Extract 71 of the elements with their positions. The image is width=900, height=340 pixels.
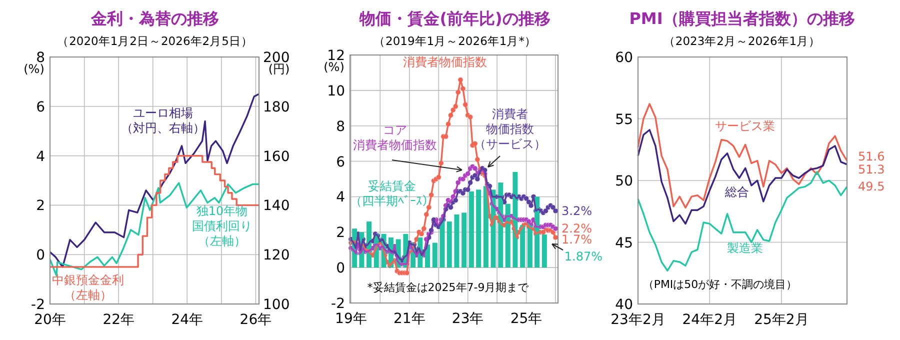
y-tick-label: 2	[36, 198, 45, 214]
y-tick-label: 60	[615, 50, 633, 66]
annotation: 49.5	[858, 180, 885, 194]
y-tick-label: 8	[336, 118, 345, 135]
y-tick-label: 2	[336, 225, 345, 242]
x-tick-label: 24年	[171, 312, 204, 328]
chart-subtitle: （2020年1月2日～2026年2月5日）	[57, 34, 253, 48]
y-axis-title: (%)	[324, 60, 344, 74]
series-label: 消費者物価指数（サービス）	[474, 107, 546, 151]
y-tick-label: 45	[615, 235, 633, 252]
y2-tick-label: 160	[263, 148, 290, 165]
line-series	[637, 171, 848, 272]
y-tick-label: 4	[336, 190, 346, 206]
chart-subtitle: （2019年1月～2026年1月*）	[374, 34, 536, 48]
y-tick-label: 6	[336, 154, 346, 170]
y2-axis-title: (円)	[268, 62, 290, 76]
bar	[462, 212, 467, 268]
y2-tick-label: 140	[263, 198, 290, 214]
bar	[512, 172, 518, 268]
chart-title: PMI（購買担当者指数）の推移	[629, 9, 855, 28]
x-tick-label: 20年	[34, 312, 66, 328]
y-tick-label: 0	[336, 260, 345, 277]
series-label: 消費者物価指数	[403, 55, 487, 69]
annotation: 51.3	[858, 162, 885, 176]
series-label: 製造業	[727, 241, 763, 255]
line-series	[49, 93, 260, 268]
x-tick-label: 21年	[394, 311, 426, 327]
bar	[505, 204, 510, 268]
line-series	[637, 103, 848, 209]
bar	[432, 242, 438, 268]
bar	[446, 222, 452, 268]
series-label: ユーロ相場（対円、右軸）	[121, 106, 205, 135]
annotation: 1.87%	[564, 249, 603, 264]
x-tick-label: 24年2月	[682, 312, 737, 328]
bar	[468, 191, 474, 268]
y-tick-label: 55	[615, 112, 633, 128]
y-tick-label: 4	[36, 148, 46, 165]
annotation: 51.6	[858, 150, 885, 164]
series-label: 妥結賃金（四半期ﾍﾞｰｽ）	[350, 179, 434, 208]
bar	[454, 214, 460, 268]
y-tick-label: -2	[31, 297, 45, 313]
series-label: 中銀預金金利（左軸）	[52, 273, 124, 302]
y-axis-title: (%)	[24, 62, 44, 76]
text: コア消費者物価指数	[353, 123, 437, 152]
x-tick-label: 26年	[240, 312, 272, 328]
series-label: 総合	[724, 185, 749, 199]
y2-tick-label: 180	[263, 99, 290, 116]
chart-title: 物価・賃金(前年比)の推移	[358, 9, 550, 28]
x-tick-label: 23年	[452, 311, 484, 327]
x-tick-label: 23年2月	[610, 312, 666, 328]
x-tick-label: 22年	[102, 312, 135, 328]
x-tick-label: 25年2月	[754, 312, 809, 328]
x-tick-label: 19年	[335, 311, 367, 327]
annotation: *妥結賃金は2025年7-9月期まで	[367, 281, 530, 294]
series-label: 独10年物国債利回り（左軸）	[192, 204, 252, 248]
y2-tick-label: 120	[263, 248, 290, 264]
x-tick-label: 25年	[510, 311, 542, 327]
series-label: サービス業	[715, 119, 775, 133]
y-tick-label: -2	[331, 296, 345, 312]
y-tick-label: 6	[36, 99, 46, 116]
y-tick-label: 0	[36, 248, 45, 264]
y-tick-label: 10	[327, 83, 345, 100]
chart-subtitle: （2023年2月～2026年1月）	[663, 34, 821, 48]
y2-tick-label: 100	[263, 297, 290, 313]
y-tick-label: 50	[615, 174, 633, 190]
chart-title: 金利・為替の推移	[90, 9, 219, 28]
y-tick-label: 40	[615, 297, 633, 313]
annotation: 3.2%	[562, 204, 592, 218]
bar	[476, 190, 482, 268]
annotation: （PMIは50が好・不調の境目）	[642, 278, 798, 291]
bar	[498, 182, 504, 268]
